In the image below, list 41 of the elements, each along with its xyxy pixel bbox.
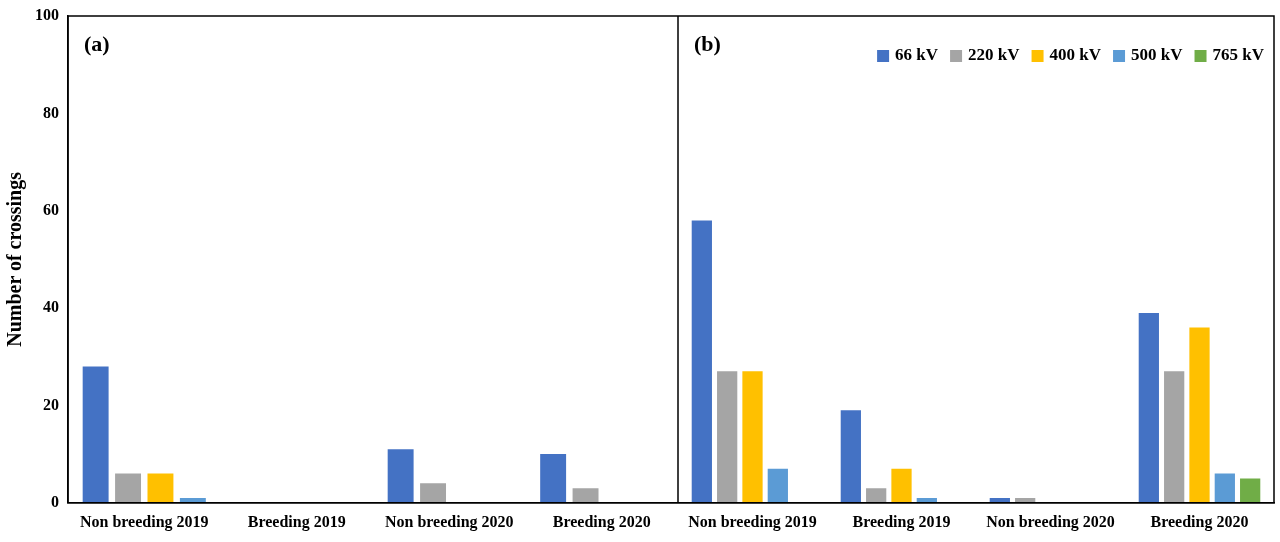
x-tick-label: Non breeding 2020 xyxy=(986,512,1115,531)
y-tick-label: 60 xyxy=(43,200,59,218)
bar xyxy=(387,449,414,503)
bar xyxy=(717,371,738,503)
bar xyxy=(147,473,174,503)
x-tick-label: Breeding 2019 xyxy=(852,512,951,531)
bar xyxy=(767,468,788,503)
bar xyxy=(840,410,861,503)
bar xyxy=(691,220,712,503)
bar xyxy=(1138,312,1159,503)
x-tick-label: Breeding 2020 xyxy=(552,512,651,531)
legend-label: 400 kV xyxy=(1049,45,1102,65)
x-tick-label: Non breeding 2019 xyxy=(688,512,817,531)
y-tick-label: 80 xyxy=(43,103,59,121)
bar xyxy=(891,468,912,503)
bar xyxy=(1164,371,1185,503)
y-tick-label: 40 xyxy=(43,298,59,316)
bar xyxy=(540,454,567,503)
legend-label: 66 kV xyxy=(895,45,939,65)
x-tick-label: Non breeding 2019 xyxy=(79,512,209,531)
bar xyxy=(1189,327,1210,503)
annotation: (b) xyxy=(694,30,721,56)
x-tick-label: Non breeding 2020 xyxy=(384,512,514,531)
legend-label: 220 kV xyxy=(968,45,1021,65)
bar xyxy=(742,371,763,503)
x-tick-label: Breeding 2020 xyxy=(1150,512,1249,531)
bar xyxy=(82,366,109,503)
legend-label: 500 kV xyxy=(1131,45,1184,65)
y-tick-label: 20 xyxy=(43,395,59,413)
y-tick-label: 100 xyxy=(35,6,59,24)
bar xyxy=(1214,473,1235,503)
bar xyxy=(1240,478,1261,503)
bar xyxy=(572,488,599,503)
bar xyxy=(115,473,142,503)
bar xyxy=(420,483,447,503)
x-tick-label: Breeding 2019 xyxy=(247,512,346,531)
legend-label: 765 kV xyxy=(1212,45,1265,65)
y-tick-label: 0 xyxy=(51,492,59,510)
annotation: (a) xyxy=(84,30,110,56)
y-axis-title: Number of crossings xyxy=(3,171,27,347)
bar xyxy=(866,488,887,503)
